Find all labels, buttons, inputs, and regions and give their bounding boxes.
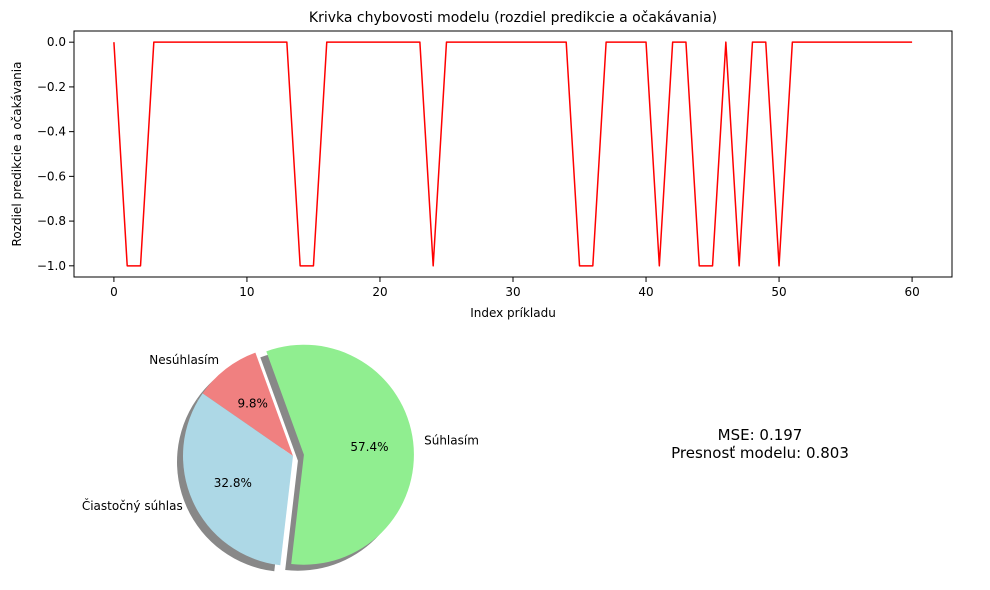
axis-ticks: 0 10 20 30 40 50 60 0.0 −0.2 −0.4 −0.6 −0.8 −1.0 — [37, 35, 920, 299]
pie-percent-label: 32.8% — [214, 476, 252, 490]
x-tick-label: 50 — [771, 285, 786, 299]
pie-slice — [183, 393, 293, 566]
plot-frame — [73, 30, 953, 278]
y-tick-label: −0.8 — [37, 214, 66, 228]
pie-labels: Nesúhlasím 9.8% Čiastočný súhlas 32.8% Súhla… — [82, 353, 479, 513]
agreement-pie-chart: Nesúhlasím 9.8% Čiastočný súhlas 32.8% Súhla… — [82, 344, 479, 572]
y-tick-label: −0.4 — [37, 125, 66, 139]
y-tick-label: −0.2 — [37, 80, 66, 94]
pie-slices — [183, 344, 414, 566]
y-tick-label: −0.6 — [37, 169, 66, 183]
y-tick-label: 0.0 — [47, 35, 66, 49]
error-series-line — [113, 41, 913, 267]
y-tick-label: −1.0 — [37, 259, 66, 273]
pie-category-label: Čiastočný súhlas — [82, 498, 183, 513]
chart-title: Krivka chybovosti modelu (rozdiel predik… — [309, 10, 717, 26]
pie-slice — [266, 344, 414, 565]
x-tick-label: 0 — [110, 285, 118, 299]
pie-percent-label: 9.8% — [237, 397, 268, 411]
pie-percent-label: 57.4% — [350, 440, 388, 454]
pie-slice — [202, 352, 293, 456]
x-tick-label: 10 — [239, 285, 254, 299]
y-axis-label: Rozdiel predikcie a očakávania — [10, 62, 24, 247]
x-axis-label: Index príkladu — [470, 306, 556, 320]
pie-category-label: Súhlasím — [424, 434, 479, 448]
error-curve-chart: Krivka chybovosti modelu (rozdiel predik… — [10, 10, 953, 320]
x-tick-label: 60 — [904, 285, 919, 299]
mse-text: MSE: 0.197 — [717, 426, 803, 444]
x-tick-label: 40 — [638, 285, 653, 299]
x-tick-label: 20 — [372, 285, 387, 299]
pie-category-label: Nesúhlasím — [149, 353, 219, 367]
x-tick-label: 30 — [505, 285, 520, 299]
accuracy-text: Presnosť modelu: 0.803 — [671, 444, 849, 462]
